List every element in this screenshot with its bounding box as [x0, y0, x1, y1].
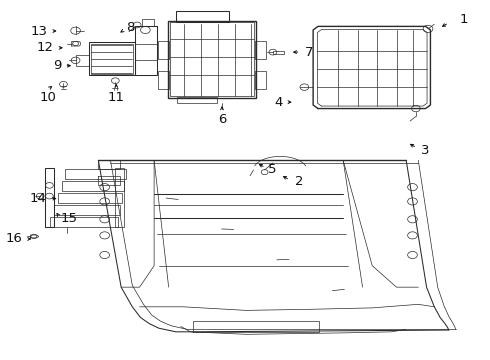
Bar — [62, 181, 123, 191]
Text: 7: 7 — [304, 46, 313, 59]
Text: 1: 1 — [460, 13, 468, 26]
Bar — [115, 168, 124, 227]
Bar — [50, 217, 118, 227]
Bar — [91, 44, 133, 74]
Text: 14: 14 — [29, 192, 47, 205]
Bar — [89, 42, 135, 75]
Text: 12: 12 — [36, 41, 53, 54]
Bar — [158, 71, 169, 89]
Bar — [176, 12, 229, 22]
Text: 9: 9 — [52, 59, 61, 72]
Text: 3: 3 — [421, 144, 429, 157]
Text: 11: 11 — [108, 91, 125, 104]
Bar — [65, 168, 125, 179]
Text: 6: 6 — [218, 113, 226, 126]
Bar — [158, 41, 169, 59]
Text: 16: 16 — [5, 233, 22, 246]
Text: 5: 5 — [268, 163, 276, 176]
Bar — [58, 193, 122, 203]
Text: 2: 2 — [294, 175, 303, 188]
Text: 10: 10 — [40, 91, 57, 104]
Bar — [45, 168, 54, 227]
Text: 4: 4 — [274, 96, 283, 109]
Text: 13: 13 — [30, 24, 48, 37]
Bar — [273, 51, 284, 54]
Text: 8: 8 — [126, 21, 135, 34]
Bar — [54, 205, 120, 215]
Bar — [255, 71, 266, 89]
Bar — [177, 97, 217, 103]
Bar — [168, 21, 256, 98]
Bar — [193, 321, 319, 332]
Bar — [170, 22, 254, 96]
Bar — [255, 41, 266, 59]
Text: 15: 15 — [61, 212, 78, 225]
